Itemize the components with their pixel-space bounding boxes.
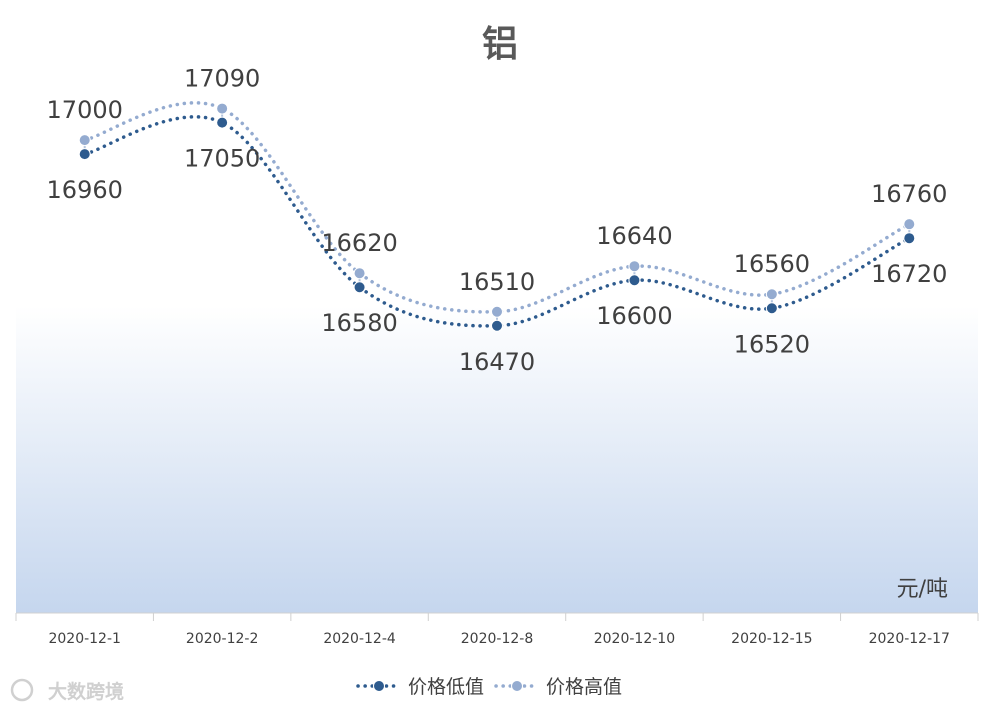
- data-point: [491, 319, 503, 332]
- data-point: [216, 116, 229, 129]
- data-point: [78, 148, 91, 161]
- x-tick-label: 2020-12-8: [461, 631, 533, 647]
- data-point: [78, 134, 91, 147]
- data-point: [628, 274, 641, 287]
- unit-label: 元/吨: [897, 577, 948, 602]
- data-label: 16760: [871, 180, 947, 208]
- legend-point-marker: [373, 680, 385, 692]
- data-label: 16520: [734, 330, 810, 358]
- data-label: 16560: [734, 250, 810, 278]
- data-label: 16720: [871, 260, 947, 288]
- legend-label: 价格高值: [546, 676, 622, 698]
- data-point: [216, 102, 229, 115]
- data-label: 16640: [596, 222, 672, 250]
- plot-background: [16, 306, 978, 613]
- data-label: 16580: [321, 309, 397, 337]
- x-tick-label: 2020-12-17: [869, 631, 950, 647]
- data-label: 16960: [47, 176, 123, 204]
- watermark: 大数跨境: [10, 678, 124, 703]
- x-tick-label: 2020-12-10: [594, 631, 675, 647]
- watermark-logo-icon: [10, 678, 34, 702]
- data-label: 16620: [321, 229, 397, 257]
- legend-point-marker: [511, 680, 524, 692]
- legend: 价格低值 价格高值: [356, 676, 622, 698]
- data-point: [353, 281, 366, 294]
- x-tick-label: 2020-12-2: [186, 631, 258, 647]
- data-labels: 16960 17050 16580 16470 16600 16520 16720 17000…: [47, 65, 948, 376]
- x-axis: 2020-12-1 2020-12-2 2020-12-4 2020-12-8 2020…: [15, 613, 979, 647]
- data-point: [765, 288, 778, 301]
- chart-title: 铝: [482, 24, 518, 65]
- data-point: [903, 218, 916, 231]
- legend-label: 价格低值: [408, 676, 484, 698]
- data-label: 16470: [459, 348, 535, 376]
- series-layer: [78, 101, 916, 332]
- data-label: 17000: [47, 96, 123, 124]
- x-tick-label: 2020-12-15: [731, 631, 812, 647]
- data-label: 17090: [184, 65, 260, 93]
- x-tick-label: 2020-12-1: [48, 631, 120, 647]
- data-label: 17050: [184, 145, 260, 173]
- data-label: 16600: [596, 302, 672, 330]
- data-point: [491, 305, 503, 318]
- data-point: [353, 267, 366, 280]
- data-label: 16510: [459, 268, 535, 296]
- x-tick-label: 2020-12-4: [323, 631, 396, 647]
- watermark-text: 大数跨境: [48, 680, 124, 703]
- data-point: [628, 260, 641, 273]
- data-point: [903, 232, 916, 245]
- data-point: [765, 302, 778, 315]
